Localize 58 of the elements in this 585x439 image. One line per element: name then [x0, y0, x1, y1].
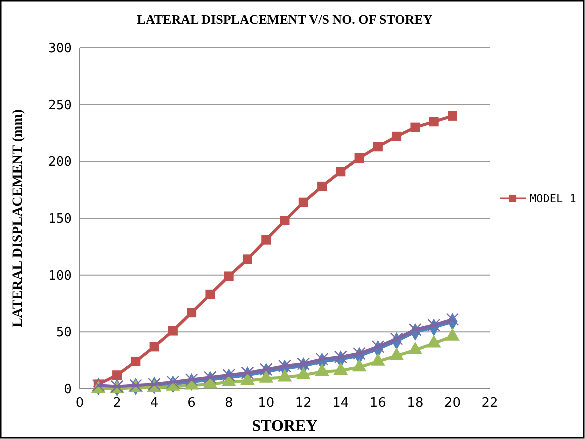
- x-tick-label: 14: [332, 396, 350, 411]
- point: [204, 371, 217, 384]
- x-tick-label: 10: [258, 396, 275, 411]
- legend-label: MODEL 1: [530, 192, 576, 206]
- point: [334, 350, 348, 364]
- y-tick-label: 250: [48, 98, 72, 114]
- x-tick-label: 18: [407, 396, 424, 411]
- point: [410, 122, 420, 132]
- point: [166, 376, 180, 389]
- x-tick-label: 2: [113, 396, 122, 411]
- chart-title: LATERAL DISPLACEMENT V/S NO. OF STOREY: [137, 12, 434, 27]
- point: [206, 290, 216, 300]
- point: [354, 154, 364, 163]
- x-tick-label: 22: [482, 396, 498, 411]
- point: [241, 366, 254, 380]
- point: [372, 340, 385, 354]
- point: [316, 353, 329, 366]
- point: [429, 117, 439, 127]
- y-tick-label: 50: [56, 326, 72, 341]
- x-tick-label: 12: [295, 396, 312, 411]
- x-tick-label: 20: [444, 396, 461, 411]
- point: [242, 254, 252, 264]
- x-axis-title: STOREY: [252, 418, 318, 435]
- point: [168, 326, 178, 336]
- y-tick-label: 100: [48, 268, 72, 284]
- point: [373, 142, 383, 152]
- point: [448, 111, 458, 121]
- point: [224, 272, 234, 282]
- point: [298, 198, 308, 208]
- point: [131, 356, 141, 366]
- point: [260, 363, 273, 376]
- point: [262, 235, 272, 245]
- x-tick-label: 0: [76, 396, 84, 411]
- point: [318, 182, 328, 192]
- y-tick-label: 0: [64, 382, 72, 398]
- point: [222, 368, 236, 382]
- point: [280, 216, 290, 226]
- point: [297, 358, 310, 370]
- y-tick-label: 150: [48, 212, 72, 228]
- y-tick-label: 200: [48, 155, 72, 170]
- x-tick-label: 4: [150, 396, 159, 411]
- point: [409, 323, 422, 336]
- point: [390, 332, 404, 346]
- point: [353, 347, 366, 360]
- x-tick-label: 8: [224, 396, 234, 411]
- point: [185, 373, 198, 386]
- point: [112, 370, 122, 380]
- point: [336, 167, 346, 177]
- point: [446, 313, 460, 326]
- y-axis-title: LATERAL DISPLACEMENT (mm): [11, 109, 26, 328]
- x-tick-label: 6: [188, 396, 196, 411]
- y-tick-label: 300: [48, 42, 72, 57]
- point: [392, 132, 402, 142]
- point: [187, 308, 197, 318]
- point: [150, 342, 160, 352]
- point: [278, 360, 292, 373]
- point: [428, 318, 441, 332]
- x-tick-label: 16: [370, 396, 386, 411]
